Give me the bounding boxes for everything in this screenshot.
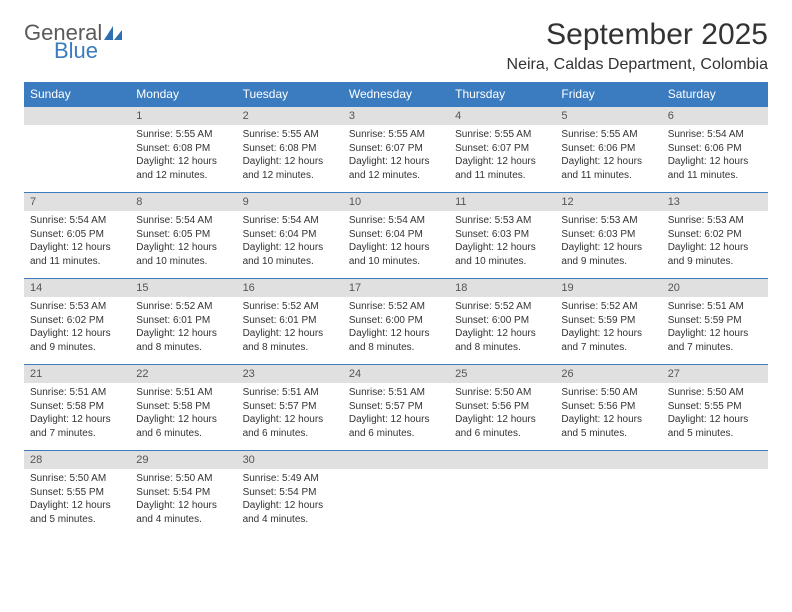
day-header: Monday — [130, 82, 236, 107]
day-number-cell: 24 — [343, 365, 449, 384]
day-content-cell: Sunrise: 5:55 AMSunset: 6:07 PMDaylight:… — [343, 125, 449, 193]
day-number-cell — [24, 107, 130, 126]
day-header: Friday — [555, 82, 661, 107]
day-content-cell: Sunrise: 5:50 AMSunset: 5:55 PMDaylight:… — [662, 383, 768, 451]
logo: General Blue — [24, 18, 124, 62]
day-number-cell — [343, 451, 449, 470]
day-content-cell: Sunrise: 5:53 AMSunset: 6:02 PMDaylight:… — [662, 211, 768, 279]
day-content-row: Sunrise: 5:54 AMSunset: 6:05 PMDaylight:… — [24, 211, 768, 279]
day-number-cell: 10 — [343, 193, 449, 212]
day-content-cell: Sunrise: 5:50 AMSunset: 5:56 PMDaylight:… — [449, 383, 555, 451]
day-number-cell: 20 — [662, 279, 768, 298]
day-content-cell: Sunrise: 5:50 AMSunset: 5:56 PMDaylight:… — [555, 383, 661, 451]
day-content-cell — [555, 469, 661, 536]
logo-text-blue: Blue — [54, 40, 98, 62]
day-content-cell: Sunrise: 5:53 AMSunset: 6:03 PMDaylight:… — [449, 211, 555, 279]
day-header: Thursday — [449, 82, 555, 107]
day-number-cell — [555, 451, 661, 470]
month-title: September 2025 — [507, 18, 768, 52]
calendar-table: SundayMondayTuesdayWednesdayThursdayFrid… — [24, 82, 768, 536]
day-header: Saturday — [662, 82, 768, 107]
day-number-row: 282930 — [24, 451, 768, 470]
day-number-cell — [662, 451, 768, 470]
day-content-cell — [343, 469, 449, 536]
day-content-cell: Sunrise: 5:51 AMSunset: 5:59 PMDaylight:… — [662, 297, 768, 365]
day-number-cell: 21 — [24, 365, 130, 384]
day-number-cell: 11 — [449, 193, 555, 212]
day-number-cell: 26 — [555, 365, 661, 384]
day-number-cell: 23 — [237, 365, 343, 384]
day-number-cell: 27 — [662, 365, 768, 384]
day-content-cell — [662, 469, 768, 536]
day-number-row: 123456 — [24, 107, 768, 126]
day-content-cell: Sunrise: 5:54 AMSunset: 6:04 PMDaylight:… — [343, 211, 449, 279]
day-number-cell: 14 — [24, 279, 130, 298]
day-content-row: Sunrise: 5:55 AMSunset: 6:08 PMDaylight:… — [24, 125, 768, 193]
day-content-cell: Sunrise: 5:51 AMSunset: 5:58 PMDaylight:… — [130, 383, 236, 451]
day-number-cell: 5 — [555, 107, 661, 126]
day-number-cell: 13 — [662, 193, 768, 212]
logo-sail-icon — [104, 26, 124, 40]
day-content-cell: Sunrise: 5:54 AMSunset: 6:05 PMDaylight:… — [24, 211, 130, 279]
day-number-cell: 28 — [24, 451, 130, 470]
day-content-cell: Sunrise: 5:53 AMSunset: 6:02 PMDaylight:… — [24, 297, 130, 365]
day-number-cell: 12 — [555, 193, 661, 212]
day-number-cell: 9 — [237, 193, 343, 212]
day-content-cell: Sunrise: 5:50 AMSunset: 5:54 PMDaylight:… — [130, 469, 236, 536]
day-content-cell: Sunrise: 5:52 AMSunset: 6:01 PMDaylight:… — [130, 297, 236, 365]
day-number-cell: 19 — [555, 279, 661, 298]
day-content-cell: Sunrise: 5:52 AMSunset: 6:00 PMDaylight:… — [449, 297, 555, 365]
day-content-cell: Sunrise: 5:54 AMSunset: 6:06 PMDaylight:… — [662, 125, 768, 193]
day-number-cell: 30 — [237, 451, 343, 470]
day-content-cell: Sunrise: 5:55 AMSunset: 6:08 PMDaylight:… — [237, 125, 343, 193]
day-number-cell: 15 — [130, 279, 236, 298]
day-number-row: 14151617181920 — [24, 279, 768, 298]
day-content-cell — [449, 469, 555, 536]
day-number-cell: 3 — [343, 107, 449, 126]
day-content-cell: Sunrise: 5:55 AMSunset: 6:08 PMDaylight:… — [130, 125, 236, 193]
day-content-cell: Sunrise: 5:52 AMSunset: 6:01 PMDaylight:… — [237, 297, 343, 365]
day-number-cell: 6 — [662, 107, 768, 126]
day-content-cell: Sunrise: 5:54 AMSunset: 6:05 PMDaylight:… — [130, 211, 236, 279]
day-number-cell: 4 — [449, 107, 555, 126]
title-block: September 2025 Neira, Caldas Department,… — [507, 18, 768, 74]
day-number-cell: 18 — [449, 279, 555, 298]
day-number-cell: 7 — [24, 193, 130, 212]
day-content-cell: Sunrise: 5:52 AMSunset: 6:00 PMDaylight:… — [343, 297, 449, 365]
day-number-cell: 17 — [343, 279, 449, 298]
day-header-row: SundayMondayTuesdayWednesdayThursdayFrid… — [24, 82, 768, 107]
day-number-row: 21222324252627 — [24, 365, 768, 384]
day-content-cell: Sunrise: 5:55 AMSunset: 6:06 PMDaylight:… — [555, 125, 661, 193]
day-number-cell: 1 — [130, 107, 236, 126]
day-number-cell: 2 — [237, 107, 343, 126]
day-content-row: Sunrise: 5:51 AMSunset: 5:58 PMDaylight:… — [24, 383, 768, 451]
day-content-cell: Sunrise: 5:53 AMSunset: 6:03 PMDaylight:… — [555, 211, 661, 279]
day-number-cell: 22 — [130, 365, 236, 384]
day-number-cell: 25 — [449, 365, 555, 384]
day-content-cell: Sunrise: 5:50 AMSunset: 5:55 PMDaylight:… — [24, 469, 130, 536]
day-number-cell: 8 — [130, 193, 236, 212]
day-content-row: Sunrise: 5:50 AMSunset: 5:55 PMDaylight:… — [24, 469, 768, 536]
day-content-cell: Sunrise: 5:51 AMSunset: 5:57 PMDaylight:… — [237, 383, 343, 451]
day-number-cell: 16 — [237, 279, 343, 298]
day-content-row: Sunrise: 5:53 AMSunset: 6:02 PMDaylight:… — [24, 297, 768, 365]
day-content-cell: Sunrise: 5:52 AMSunset: 5:59 PMDaylight:… — [555, 297, 661, 365]
day-number-row: 78910111213 — [24, 193, 768, 212]
header: General Blue September 2025 Neira, Calda… — [24, 18, 768, 74]
day-header: Tuesday — [237, 82, 343, 107]
day-content-cell: Sunrise: 5:55 AMSunset: 6:07 PMDaylight:… — [449, 125, 555, 193]
day-content-cell: Sunrise: 5:51 AMSunset: 5:58 PMDaylight:… — [24, 383, 130, 451]
day-number-cell: 29 — [130, 451, 236, 470]
day-header: Wednesday — [343, 82, 449, 107]
day-number-cell — [449, 451, 555, 470]
day-header: Sunday — [24, 82, 130, 107]
day-content-cell: Sunrise: 5:51 AMSunset: 5:57 PMDaylight:… — [343, 383, 449, 451]
location: Neira, Caldas Department, Colombia — [507, 56, 768, 74]
day-content-cell: Sunrise: 5:49 AMSunset: 5:54 PMDaylight:… — [237, 469, 343, 536]
day-content-cell — [24, 125, 130, 193]
day-content-cell: Sunrise: 5:54 AMSunset: 6:04 PMDaylight:… — [237, 211, 343, 279]
calendar-body: 123456 Sunrise: 5:55 AMSunset: 6:08 PMDa… — [24, 107, 768, 537]
